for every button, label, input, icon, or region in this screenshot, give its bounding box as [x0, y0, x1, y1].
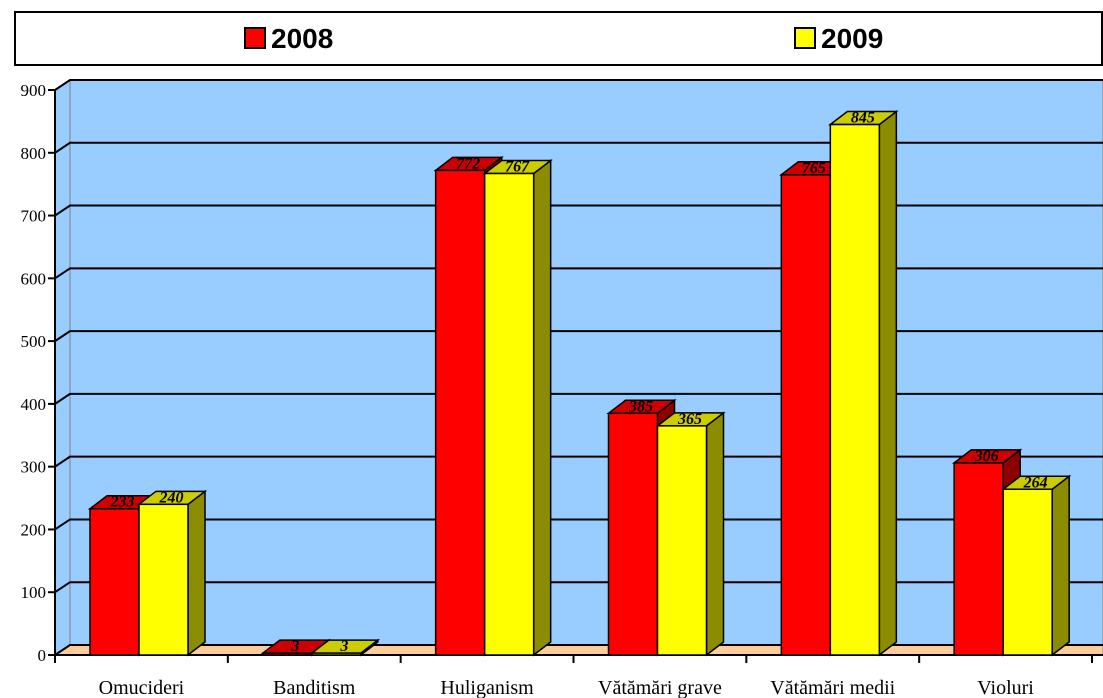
y-tick-label: 700: [21, 207, 47, 226]
legend-swatch: [244, 27, 266, 49]
grid-line: [54, 518, 1103, 531]
y-tick-label: 300: [21, 458, 47, 477]
bar: [434, 169, 486, 656]
value-label: 306: [974, 448, 999, 465]
bar: [138, 503, 189, 656]
bar: [483, 172, 535, 656]
bar-side: [187, 489, 206, 657]
bar-side: [1051, 474, 1070, 657]
y-tick-label: 800: [21, 144, 47, 163]
y-tick-label: 900: [21, 81, 47, 100]
bar: [311, 652, 362, 656]
legend-swatch: [794, 27, 816, 49]
bar: [607, 412, 659, 656]
floor: [53, 644, 1103, 656]
grid-line: [54, 267, 1103, 280]
bar-side: [878, 110, 898, 657]
bar: [656, 425, 708, 656]
bar-side: [705, 411, 725, 657]
grid-line: [54, 204, 1103, 217]
x-tick-label: Vătămări medii: [770, 677, 895, 698]
value-label: 845: [851, 110, 875, 127]
x-tick-label: Huliganism: [440, 677, 534, 698]
value-label: 772: [456, 155, 480, 172]
bar: [1002, 488, 1053, 656]
x-tick-label: Omucideri: [99, 677, 185, 698]
y-tick-label: 500: [21, 332, 47, 351]
value-label: 385: [628, 398, 653, 415]
value-label: 3: [339, 638, 348, 655]
y-tick-label: 600: [21, 269, 47, 288]
value-label: 240: [159, 489, 184, 506]
grid-line: [54, 79, 1103, 91]
bar: [780, 174, 832, 656]
x-tick-label: Violuri: [977, 677, 1034, 698]
side-wall: [54, 79, 71, 656]
grid-line: [54, 392, 1103, 405]
bar: [262, 652, 313, 656]
legend-label: 2008: [271, 23, 333, 54]
value-label: 765: [802, 160, 826, 177]
grid-line: [54, 330, 1103, 342]
y-tick-label: 100: [21, 583, 47, 602]
bar: [89, 507, 140, 656]
value-label: 264: [1023, 474, 1048, 491]
value-label: 767: [505, 158, 530, 175]
value-label: 233: [110, 494, 135, 511]
bar: [953, 462, 1004, 656]
legend-label: 2009: [821, 23, 883, 54]
grid-line: [54, 455, 1103, 468]
x-tick-label: Banditism: [273, 677, 356, 698]
bar: [829, 123, 881, 656]
x-tick-label: Vătămări grave: [598, 677, 722, 698]
y-tick-label: 0: [38, 646, 47, 665]
y-tick-label: 400: [21, 395, 47, 414]
y-tick-label: 200: [21, 520, 47, 539]
grid-line: [54, 581, 1103, 594]
back-wall: [69, 79, 1103, 646]
grid-line: [54, 644, 1103, 656]
value-label: 365: [677, 411, 702, 428]
bar-side: [532, 158, 552, 657]
legend-box: [14, 11, 1103, 66]
value-label: 3: [290, 638, 299, 655]
grid-line: [54, 141, 1103, 154]
